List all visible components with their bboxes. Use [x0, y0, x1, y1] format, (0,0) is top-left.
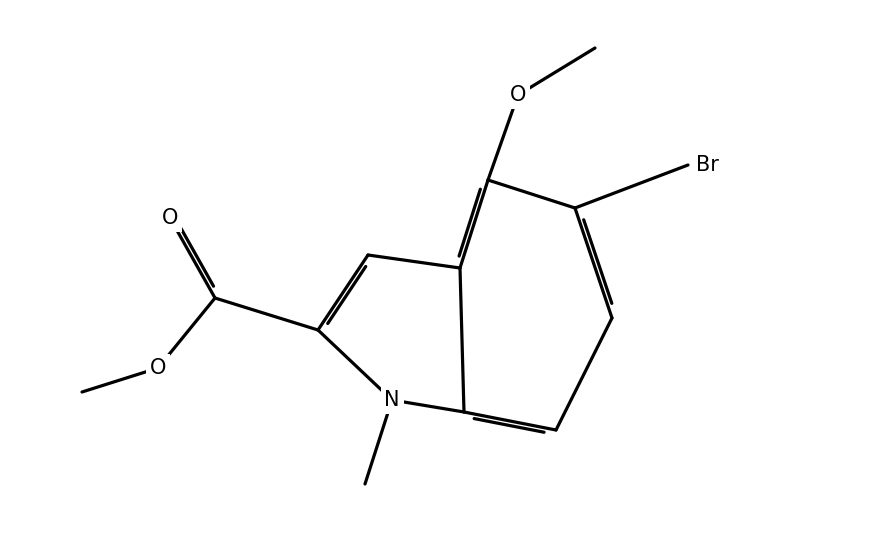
Text: O: O [162, 208, 178, 228]
Text: Br: Br [696, 155, 719, 175]
Text: O: O [510, 85, 526, 105]
Text: O: O [149, 358, 166, 378]
Text: N: N [385, 390, 399, 410]
